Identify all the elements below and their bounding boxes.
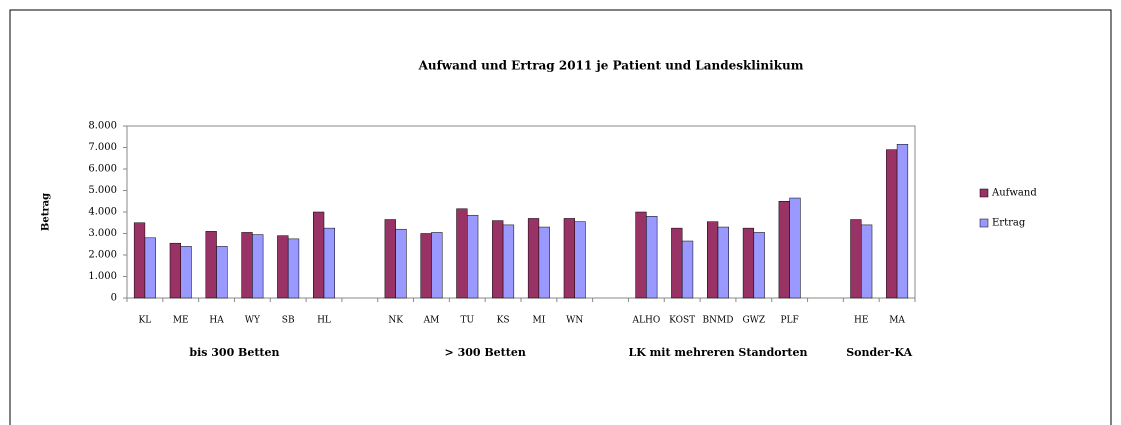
y-tick-label: 0 <box>111 293 117 304</box>
bar <box>753 232 765 299</box>
bar <box>681 240 694 299</box>
bar <box>502 224 515 299</box>
x-tick-label: MI <box>533 316 546 326</box>
bar <box>850 219 862 299</box>
group-label: bis 300 Betten <box>189 346 279 359</box>
chart-title: Aufwand und Ertrag 2011 je Patient und L… <box>418 59 804 73</box>
x-tick-label: AM <box>423 316 440 326</box>
legend-swatch <box>979 218 989 228</box>
y-tick-label: 1.000 <box>88 271 117 282</box>
bar <box>169 242 181 299</box>
bar <box>538 226 550 299</box>
bar <box>180 246 192 299</box>
x-tick-label: KL <box>139 316 152 326</box>
group-label: Sonder-KA <box>846 346 912 359</box>
y-tick-label: 3.000 <box>88 228 117 239</box>
bar <box>323 227 335 299</box>
bar <box>313 211 325 299</box>
frame <box>9 9 1112 425</box>
x-tick-label: ALHO <box>632 316 661 326</box>
bar <box>778 201 790 299</box>
bar <box>707 221 719 299</box>
bar <box>144 237 156 299</box>
group-label: > 300 Betten <box>445 346 526 359</box>
x-tick-label: WY <box>245 316 261 326</box>
bar <box>742 227 755 299</box>
bar <box>420 233 432 299</box>
x-tick-label: TU <box>460 316 474 326</box>
x-tick-label: HE <box>854 316 868 326</box>
legend-swatch <box>979 188 989 198</box>
bar <box>492 220 504 299</box>
y-tick-label: 7.000 <box>88 142 117 153</box>
bar <box>467 214 479 299</box>
x-tick-label: GWZ <box>742 316 765 326</box>
bar <box>886 149 898 299</box>
bar <box>133 222 146 299</box>
x-tick-label: PLF <box>780 316 798 326</box>
x-tick-label: HA <box>209 316 224 326</box>
bar <box>287 238 300 299</box>
x-tick-label: HL <box>317 316 331 326</box>
x-tick-label: NK <box>388 316 403 326</box>
bar <box>563 218 575 299</box>
bar <box>789 197 801 299</box>
x-tick-label: KS <box>497 316 510 326</box>
bar <box>527 218 540 299</box>
bar <box>216 246 228 299</box>
bar <box>252 234 264 299</box>
bar <box>646 216 658 299</box>
legend-label: Aufwand <box>991 188 1037 199</box>
bar <box>456 208 468 299</box>
x-tick-label: WN <box>566 316 583 326</box>
y-tick-label: 2.000 <box>88 250 117 261</box>
bar <box>574 221 586 299</box>
x-tick-label: ME <box>173 316 189 326</box>
x-tick-label: MA <box>889 316 905 326</box>
bar <box>635 211 647 299</box>
y-axis-label: Betrag <box>41 193 52 231</box>
bar <box>395 228 407 299</box>
y-tick-label: 6.000 <box>88 164 117 175</box>
bar <box>896 144 909 299</box>
bar <box>205 231 217 299</box>
bar <box>241 232 253 299</box>
bar <box>277 235 289 299</box>
x-tick-label: KOST <box>669 316 695 326</box>
y-tick-label: 5.000 <box>88 185 117 196</box>
bar <box>384 219 396 299</box>
y-tick-label: 4.000 <box>88 207 117 218</box>
x-tick-label: SB <box>282 316 295 326</box>
bar <box>671 227 683 299</box>
group-label: LK mit mehreren Standorten <box>629 346 808 359</box>
y-tick-label: 8.000 <box>88 121 117 132</box>
bar <box>717 226 729 299</box>
x-tick-label: BNMD <box>703 316 734 326</box>
legend-label: Ertrag <box>992 218 1026 229</box>
bar <box>431 232 443 299</box>
bar <box>861 224 873 299</box>
